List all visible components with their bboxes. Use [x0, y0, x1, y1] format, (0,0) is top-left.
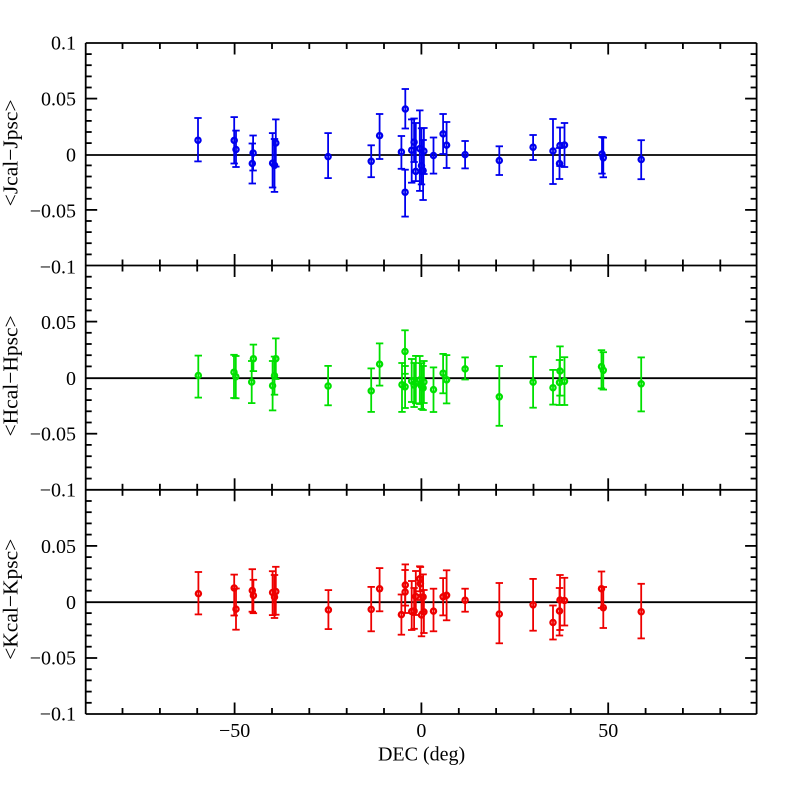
- svg-text:DEC (deg): DEC (deg): [378, 743, 465, 765]
- svg-text:−0.05: −0.05: [30, 201, 76, 223]
- svg-text:−0.05: −0.05: [30, 648, 76, 670]
- svg-text:0: 0: [66, 368, 76, 390]
- svg-text:0: 0: [66, 145, 76, 167]
- svg-text:−0.1: −0.1: [40, 257, 76, 279]
- svg-text:50: 50: [598, 720, 618, 742]
- svg-text:−50: −50: [219, 720, 250, 742]
- svg-text:<Jcal−Jpsc>: <Jcal−Jpsc>: [0, 99, 22, 206]
- svg-text:<Kcal−Kpsc>: <Kcal−Kpsc>: [0, 539, 22, 660]
- svg-text:−0.1: −0.1: [40, 704, 76, 726]
- svg-text:−0.1: −0.1: [40, 480, 76, 502]
- svg-text:0.05: 0.05: [41, 536, 76, 558]
- svg-text:−0.05: −0.05: [30, 424, 76, 446]
- svg-text:0.05: 0.05: [41, 89, 76, 111]
- svg-text:<Hcal−Hpsc>: <Hcal−Hpsc>: [0, 315, 22, 436]
- svg-text:0: 0: [66, 592, 76, 614]
- svg-text:0.05: 0.05: [41, 312, 76, 334]
- svg-text:0.1: 0.1: [51, 33, 76, 55]
- svg-text:0: 0: [416, 720, 426, 742]
